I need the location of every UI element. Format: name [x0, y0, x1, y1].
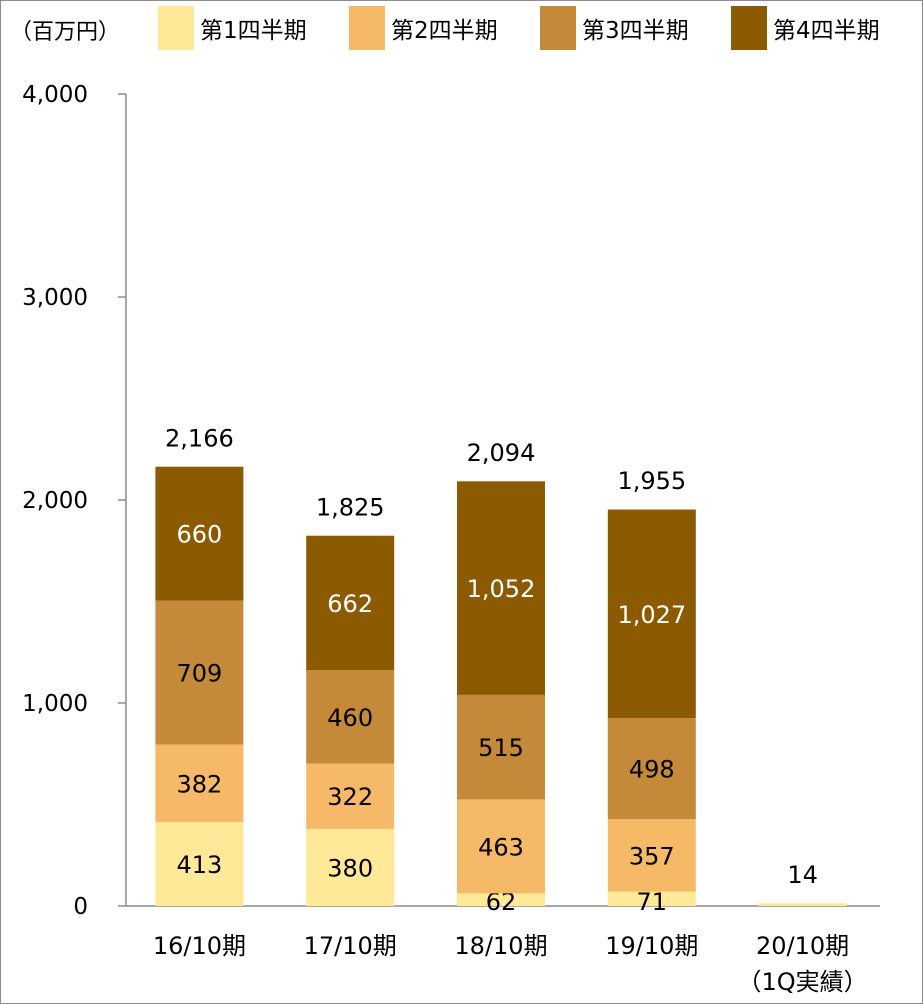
segment-label: 463: [478, 833, 524, 861]
y-tick-label: 1,000: [22, 691, 88, 717]
segment-label: 662: [327, 590, 373, 618]
category-label: 20/10期: [756, 932, 849, 960]
bar-segment: [306, 535, 395, 671]
category-note: （1Q実績）: [738, 968, 868, 996]
segment-label: 460: [327, 704, 373, 732]
legend-label-q4: 第4四半期: [773, 18, 880, 44]
category-label: 17/10期: [304, 932, 397, 960]
legend-swatch-q3: [540, 6, 576, 50]
bar-segment: [607, 509, 696, 719]
segment-label: 380: [327, 854, 373, 882]
y-tick-label: 4,000: [22, 82, 88, 108]
y-tick-label: 0: [73, 894, 88, 920]
bar-segment: [457, 694, 545, 800]
segment-label: 382: [176, 770, 222, 798]
category-label: 18/10期: [454, 932, 547, 960]
segment-label: 660: [176, 521, 222, 549]
bar-segment: [758, 903, 847, 906]
bar-segment: [457, 799, 545, 894]
bar-segment: [457, 893, 545, 906]
segment-label: 322: [327, 783, 373, 811]
bar-segment: [607, 891, 696, 906]
legend-item-q1: 第1四半期: [158, 6, 307, 50]
legend-item-q3: 第3四半期: [540, 6, 689, 50]
legend-item-q2: 第2四半期: [349, 6, 498, 50]
bar-segment: [306, 828, 395, 906]
bar-segment: [155, 600, 244, 745]
segment-label: 357: [629, 842, 675, 870]
bar-segment: [155, 744, 244, 823]
total-label: 2,166: [165, 424, 234, 452]
total-label: 14: [787, 861, 818, 889]
category-label: 16/10期: [153, 932, 246, 960]
unit-label: （百万円）: [10, 20, 121, 45]
segment-label: 498: [629, 756, 675, 784]
bar-segment: [306, 670, 395, 764]
y-tick-label: 2,000: [22, 488, 88, 514]
legend-swatch-q1: [158, 6, 194, 50]
bar-segment: [607, 718, 696, 820]
segment-label: 1,052: [467, 575, 536, 603]
legend-label-q3: 第3四半期: [582, 18, 689, 44]
segment-label: 1,027: [617, 601, 686, 629]
segment-label: 709: [176, 660, 222, 688]
y-tick-label: 3,000: [22, 285, 88, 311]
legend-label-q1: 第1四半期: [200, 18, 307, 44]
bar-segment: [155, 466, 244, 601]
legend-item-q4: 第4四半期: [731, 6, 880, 50]
legend-swatch-q2: [349, 6, 385, 50]
category-label: 19/10期: [605, 932, 698, 960]
segment-label: 71: [637, 888, 668, 916]
legend-label-q2: 第2四半期: [391, 18, 498, 44]
bar-segment: [155, 822, 244, 906]
bar-segment: [306, 763, 395, 829]
total-label: 1,825: [316, 494, 385, 522]
segment-label: 413: [176, 851, 222, 879]
total-label: 2,094: [467, 439, 536, 467]
bar-segment: [457, 481, 545, 695]
legend-swatch-q4: [731, 6, 767, 50]
segment-label: 515: [478, 734, 524, 762]
total-label: 1,955: [617, 467, 686, 495]
bar-segment: [607, 819, 696, 892]
